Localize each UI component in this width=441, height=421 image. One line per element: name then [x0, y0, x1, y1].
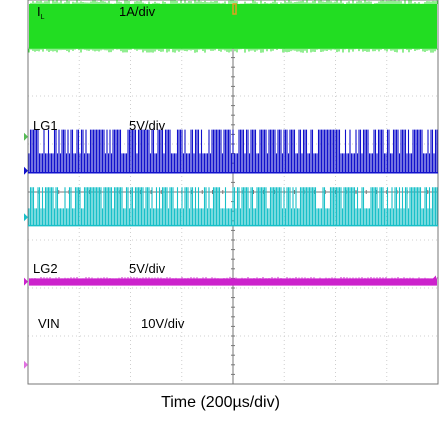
il-trace-noise: [28, 0, 438, 53]
il-scale: 1A/div: [119, 4, 156, 19]
trigger-position-marker: [232, 3, 237, 15]
lg2-scale: 5V/div: [129, 261, 166, 276]
lg2-right-marker: [433, 275, 436, 282]
lg2-label: LG2: [33, 261, 58, 276]
vin-label: VIN: [38, 316, 60, 331]
vin-scale: 10V/div: [141, 316, 185, 331]
ch3-trace: [28, 187, 438, 226]
channel-markers: [24, 132, 436, 369]
vin-marker: [24, 360, 28, 369]
lg2-trace: [29, 278, 437, 286]
il-marker: [24, 132, 28, 141]
x-axis-title: Time (200µs/div): [161, 394, 280, 411]
lg1-trace: [28, 129, 438, 173]
lg1-marker: [24, 166, 28, 175]
lg1-label: LG1: [33, 118, 58, 133]
lg2-marker: [24, 277, 28, 286]
ch3-marker: [24, 213, 28, 222]
traces: [28, 0, 438, 286]
il-label: IL: [37, 4, 45, 21]
lg1-scale: 5V/div: [129, 118, 166, 133]
lg2-trace-noise: [28, 276, 438, 279]
